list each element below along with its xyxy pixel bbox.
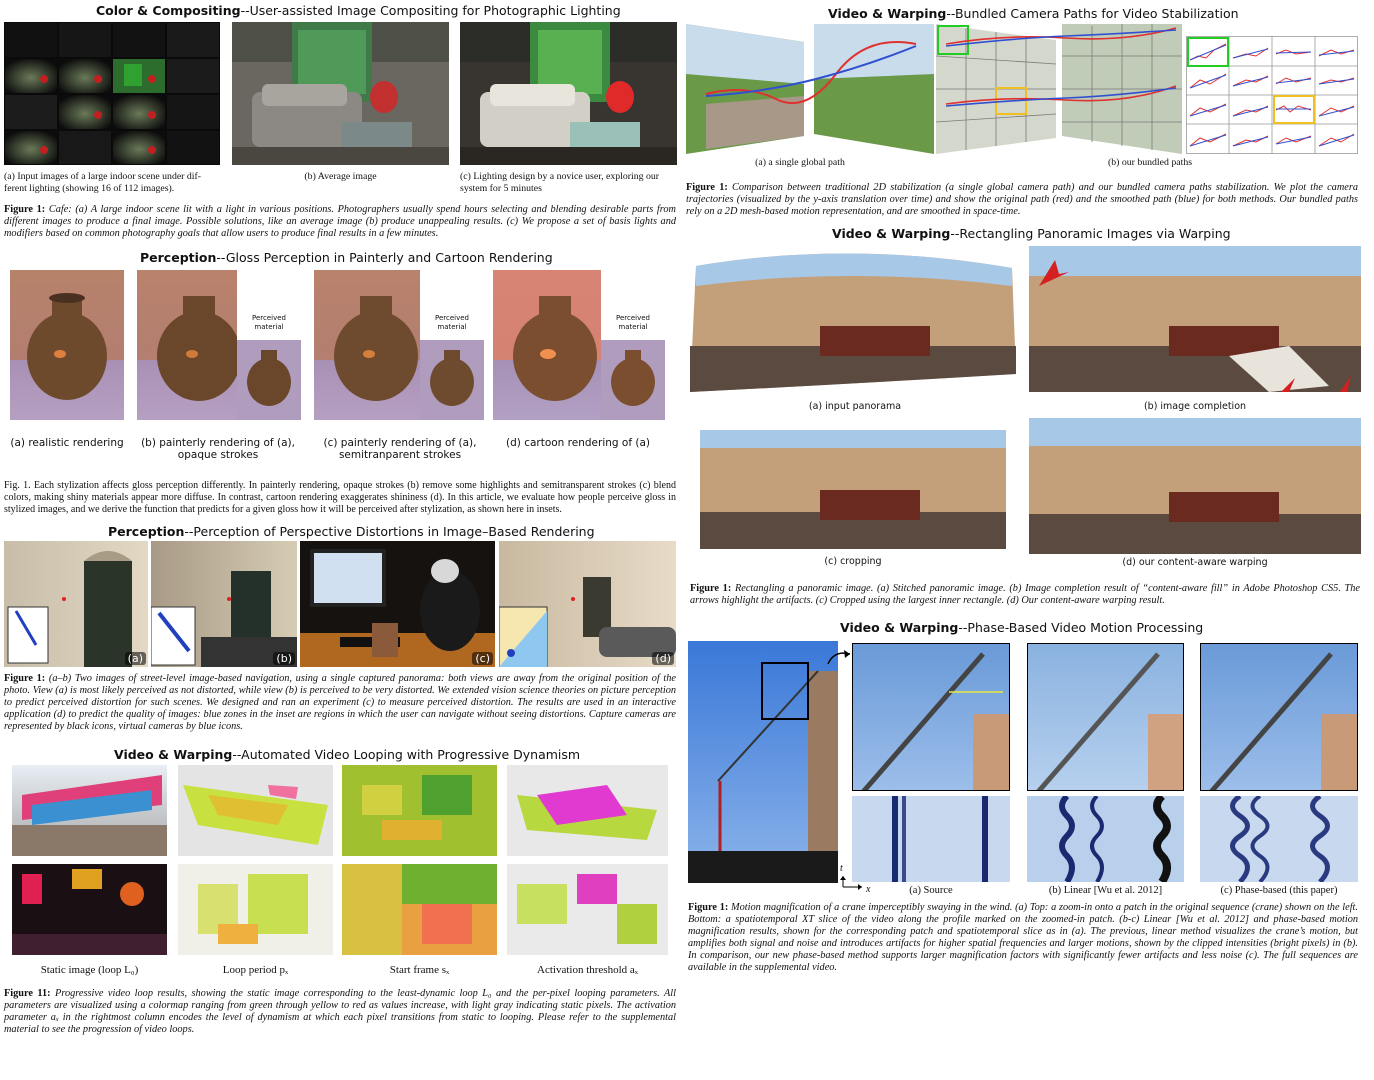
panel-title: Perception--Gloss Perception in Painterl… bbox=[140, 250, 553, 265]
inset-label: Perceived material bbox=[435, 314, 469, 331]
caption-c: (c) cropping bbox=[824, 556, 882, 567]
panel-title: Perception--Perception of Perspective Di… bbox=[108, 524, 595, 539]
axis-arrows-icon bbox=[840, 876, 862, 890]
linear-zoom bbox=[1027, 643, 1184, 791]
caption-a: (a) realistic rendering bbox=[10, 437, 124, 449]
axis-x: x bbox=[866, 884, 871, 895]
panel-title: Video & Warping--Bundled Camera Paths fo… bbox=[828, 6, 1239, 21]
loop-activation-bottom bbox=[507, 864, 668, 955]
vase-painterly-semitransparent: Perceived material bbox=[314, 270, 484, 420]
bundled-paths-image bbox=[936, 24, 1182, 154]
vase-cartoon: Perceived material bbox=[493, 270, 665, 420]
panel-title: Video & Warping--Rectangling Panoramic I… bbox=[832, 226, 1231, 241]
loop-activation-top bbox=[507, 765, 668, 856]
caption-d: (d) cartoon rendering of (a) bbox=[506, 437, 650, 449]
caption-b: (b) our bundled paths bbox=[1107, 157, 1193, 168]
figure-caption: Figure 11: Progressive video loop result… bbox=[4, 988, 676, 1036]
street-view-d: (d) bbox=[499, 541, 676, 667]
caption-period: Loop period pₓ bbox=[222, 964, 289, 976]
loop-static-image-top bbox=[12, 765, 167, 856]
caption-b: (b) Average image bbox=[304, 171, 377, 182]
content-aware-warping bbox=[1029, 418, 1361, 554]
axis-t: t bbox=[840, 863, 843, 874]
figure-caption: Figure 1: Motion magnification of a cran… bbox=[688, 902, 1358, 974]
vase-realistic bbox=[10, 270, 124, 420]
trajectory-grid bbox=[1186, 36, 1358, 154]
inset-label: Perceived material bbox=[616, 314, 650, 331]
caption-a: (a) a single global path bbox=[755, 157, 845, 168]
caption-c: (c) Lighting design by a novice user, ex… bbox=[460, 171, 660, 194]
caption-activation: Activation threshold aₓ bbox=[537, 964, 638, 976]
street-view-a: (a) bbox=[4, 541, 148, 667]
global-path-image bbox=[686, 24, 934, 154]
phase-xt-slice bbox=[1200, 796, 1358, 882]
source-zoom bbox=[852, 643, 1010, 791]
figure-caption: Fig. 1. Each stylization affects gloss p… bbox=[4, 480, 677, 516]
caption-a: (a) input panorama bbox=[808, 401, 902, 412]
caption-b: (b) image completion bbox=[1143, 401, 1247, 412]
street-view-b: (b) bbox=[151, 541, 297, 667]
figure-caption: Figure 1: Cafe: (a) A large indoor scene… bbox=[4, 204, 676, 240]
figure-caption: Figure 1: Rectangling a panoramic image.… bbox=[690, 583, 1360, 607]
loop-start-top bbox=[342, 765, 497, 856]
tag-b: (b) bbox=[273, 652, 295, 665]
source-xt-slice bbox=[852, 796, 1010, 882]
caption-c: (c) painterly rendering of (a), semitran… bbox=[323, 437, 477, 461]
cropping bbox=[700, 430, 1006, 549]
caption-a: (a) Source bbox=[909, 885, 953, 896]
panel-title: Color & Compositing--User-assisted Image… bbox=[96, 3, 621, 18]
caption-d: (d) our content-aware warping bbox=[1122, 557, 1268, 568]
image-completion bbox=[1029, 246, 1361, 392]
input-image-grid bbox=[4, 22, 220, 165]
average-image bbox=[232, 22, 449, 165]
panel-title: Video & Warping--Automated Video Looping… bbox=[114, 747, 581, 762]
lighting-design-image bbox=[460, 22, 677, 165]
loop-period-bottom bbox=[178, 864, 333, 955]
tag-a: (a) bbox=[124, 652, 146, 665]
tag-c: (c) bbox=[472, 652, 493, 665]
figure-caption: Figure 1: (a–b) Two images of street-lev… bbox=[4, 673, 676, 733]
zoom-arrow-icon bbox=[827, 650, 851, 665]
inset-label: Perceived material bbox=[252, 314, 286, 331]
phase-zoom bbox=[1200, 643, 1358, 791]
tag-d: (d) bbox=[652, 652, 674, 665]
panel-title: Video & Warping--Phase-Based Video Motio… bbox=[840, 620, 1204, 635]
caption-c: (c) Phase-based (this paper) bbox=[1220, 885, 1338, 896]
caption-b: (b) painterly rendering of (a), opaque s… bbox=[141, 437, 295, 461]
linear-xt-slice bbox=[1027, 796, 1184, 882]
loop-period-top bbox=[178, 765, 333, 856]
figure-caption: Figure 1: Comparison between traditional… bbox=[686, 182, 1358, 218]
experiment-photo: (c) bbox=[300, 541, 495, 667]
loop-start-bottom bbox=[342, 864, 497, 955]
caption-static: Static image (loop L₀) bbox=[40, 964, 139, 976]
loop-static-image-bottom bbox=[12, 864, 167, 955]
caption-b: (b) Linear [Wu et al. 2012] bbox=[1048, 885, 1163, 896]
crane-source-image bbox=[688, 641, 838, 883]
caption-a: (a) Input images of a large indoor scene… bbox=[4, 171, 202, 194]
vase-painterly-opaque: Perceived material bbox=[137, 270, 301, 420]
input-panorama bbox=[690, 246, 1020, 392]
caption-start: Start frame sₓ bbox=[389, 964, 450, 976]
